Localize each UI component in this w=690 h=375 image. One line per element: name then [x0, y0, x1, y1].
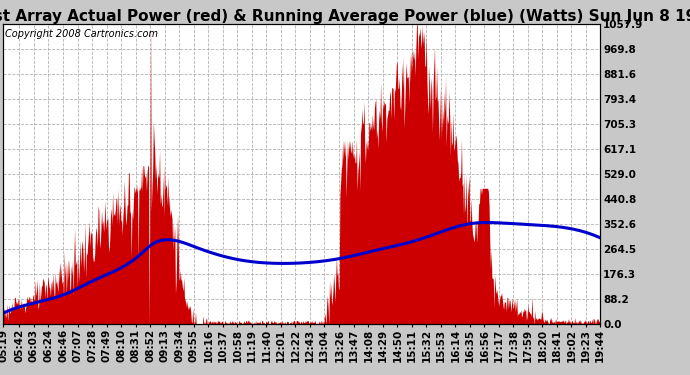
Text: Copyright 2008 Cartronics.com: Copyright 2008 Cartronics.com: [5, 29, 157, 39]
Text: West Array Actual Power (red) & Running Average Power (blue) (Watts) Sun Jun 8 1: West Array Actual Power (red) & Running …: [0, 9, 690, 24]
